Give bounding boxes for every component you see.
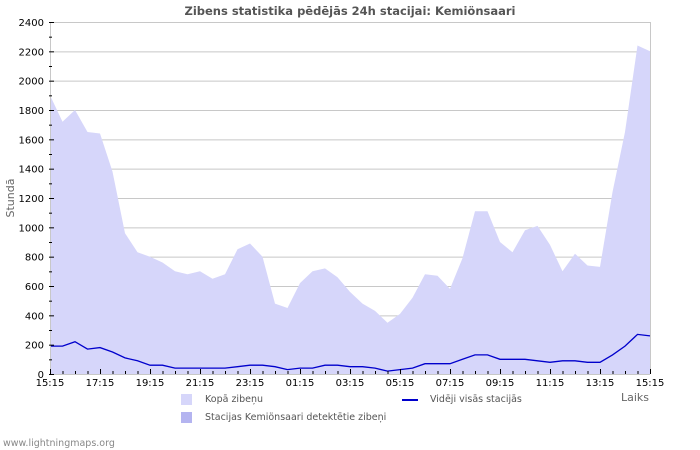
chart-title: Zibens statistika pēdējās 24h stacijai: … (184, 4, 516, 18)
svg-text:800: 800 (25, 253, 44, 264)
total-strikes-area (50, 45, 650, 374)
svg-text:23:15: 23:15 (236, 378, 265, 389)
svg-text:03:15: 03:15 (336, 378, 365, 389)
svg-text:1000: 1000 (19, 223, 44, 234)
svg-text:600: 600 (25, 282, 44, 293)
footer-source: www.lightningmaps.org (3, 438, 115, 449)
svg-text:01:15: 01:15 (286, 378, 315, 389)
svg-text:2200: 2200 (19, 47, 44, 58)
svg-text:07:15: 07:15 (436, 378, 465, 389)
svg-text:0: 0 (38, 370, 44, 381)
svg-text:21:15: 21:15 (186, 378, 215, 389)
svg-text:09:15: 09:15 (486, 378, 515, 389)
svg-text:2400: 2400 (19, 18, 44, 29)
svg-text:1200: 1200 (19, 194, 44, 205)
y-axis-title: Stundā (4, 179, 17, 218)
svg-text:1800: 1800 (19, 106, 44, 117)
svg-text:1400: 1400 (19, 165, 44, 176)
svg-text:200: 200 (25, 341, 44, 352)
svg-text:11:15: 11:15 (536, 378, 565, 389)
y-axis-ticks: 0 200 400 600 800 1000 1200 1400 1600 1800 2000 220… (19, 18, 54, 381)
average-all-stations-line (50, 333, 651, 372)
svg-text:400: 400 (25, 311, 44, 322)
svg-text:1600: 1600 (19, 135, 44, 146)
svg-text:15:15: 15:15 (636, 378, 665, 389)
svg-text:13:15: 13:15 (586, 378, 615, 389)
svg-text:19:15: 19:15 (136, 378, 165, 389)
svg-text:2000: 2000 (19, 77, 44, 88)
svg-text:17:15: 17:15 (86, 378, 115, 389)
svg-text:15:15: 15:15 (36, 378, 65, 389)
svg-text:05:15: 05:15 (386, 378, 415, 389)
x-axis-ticks: 15:15 17:15 19:15 21:15 23:15 01:15 03:15 05:15… (36, 369, 665, 389)
x-axis-title: Laiks (621, 391, 649, 404)
